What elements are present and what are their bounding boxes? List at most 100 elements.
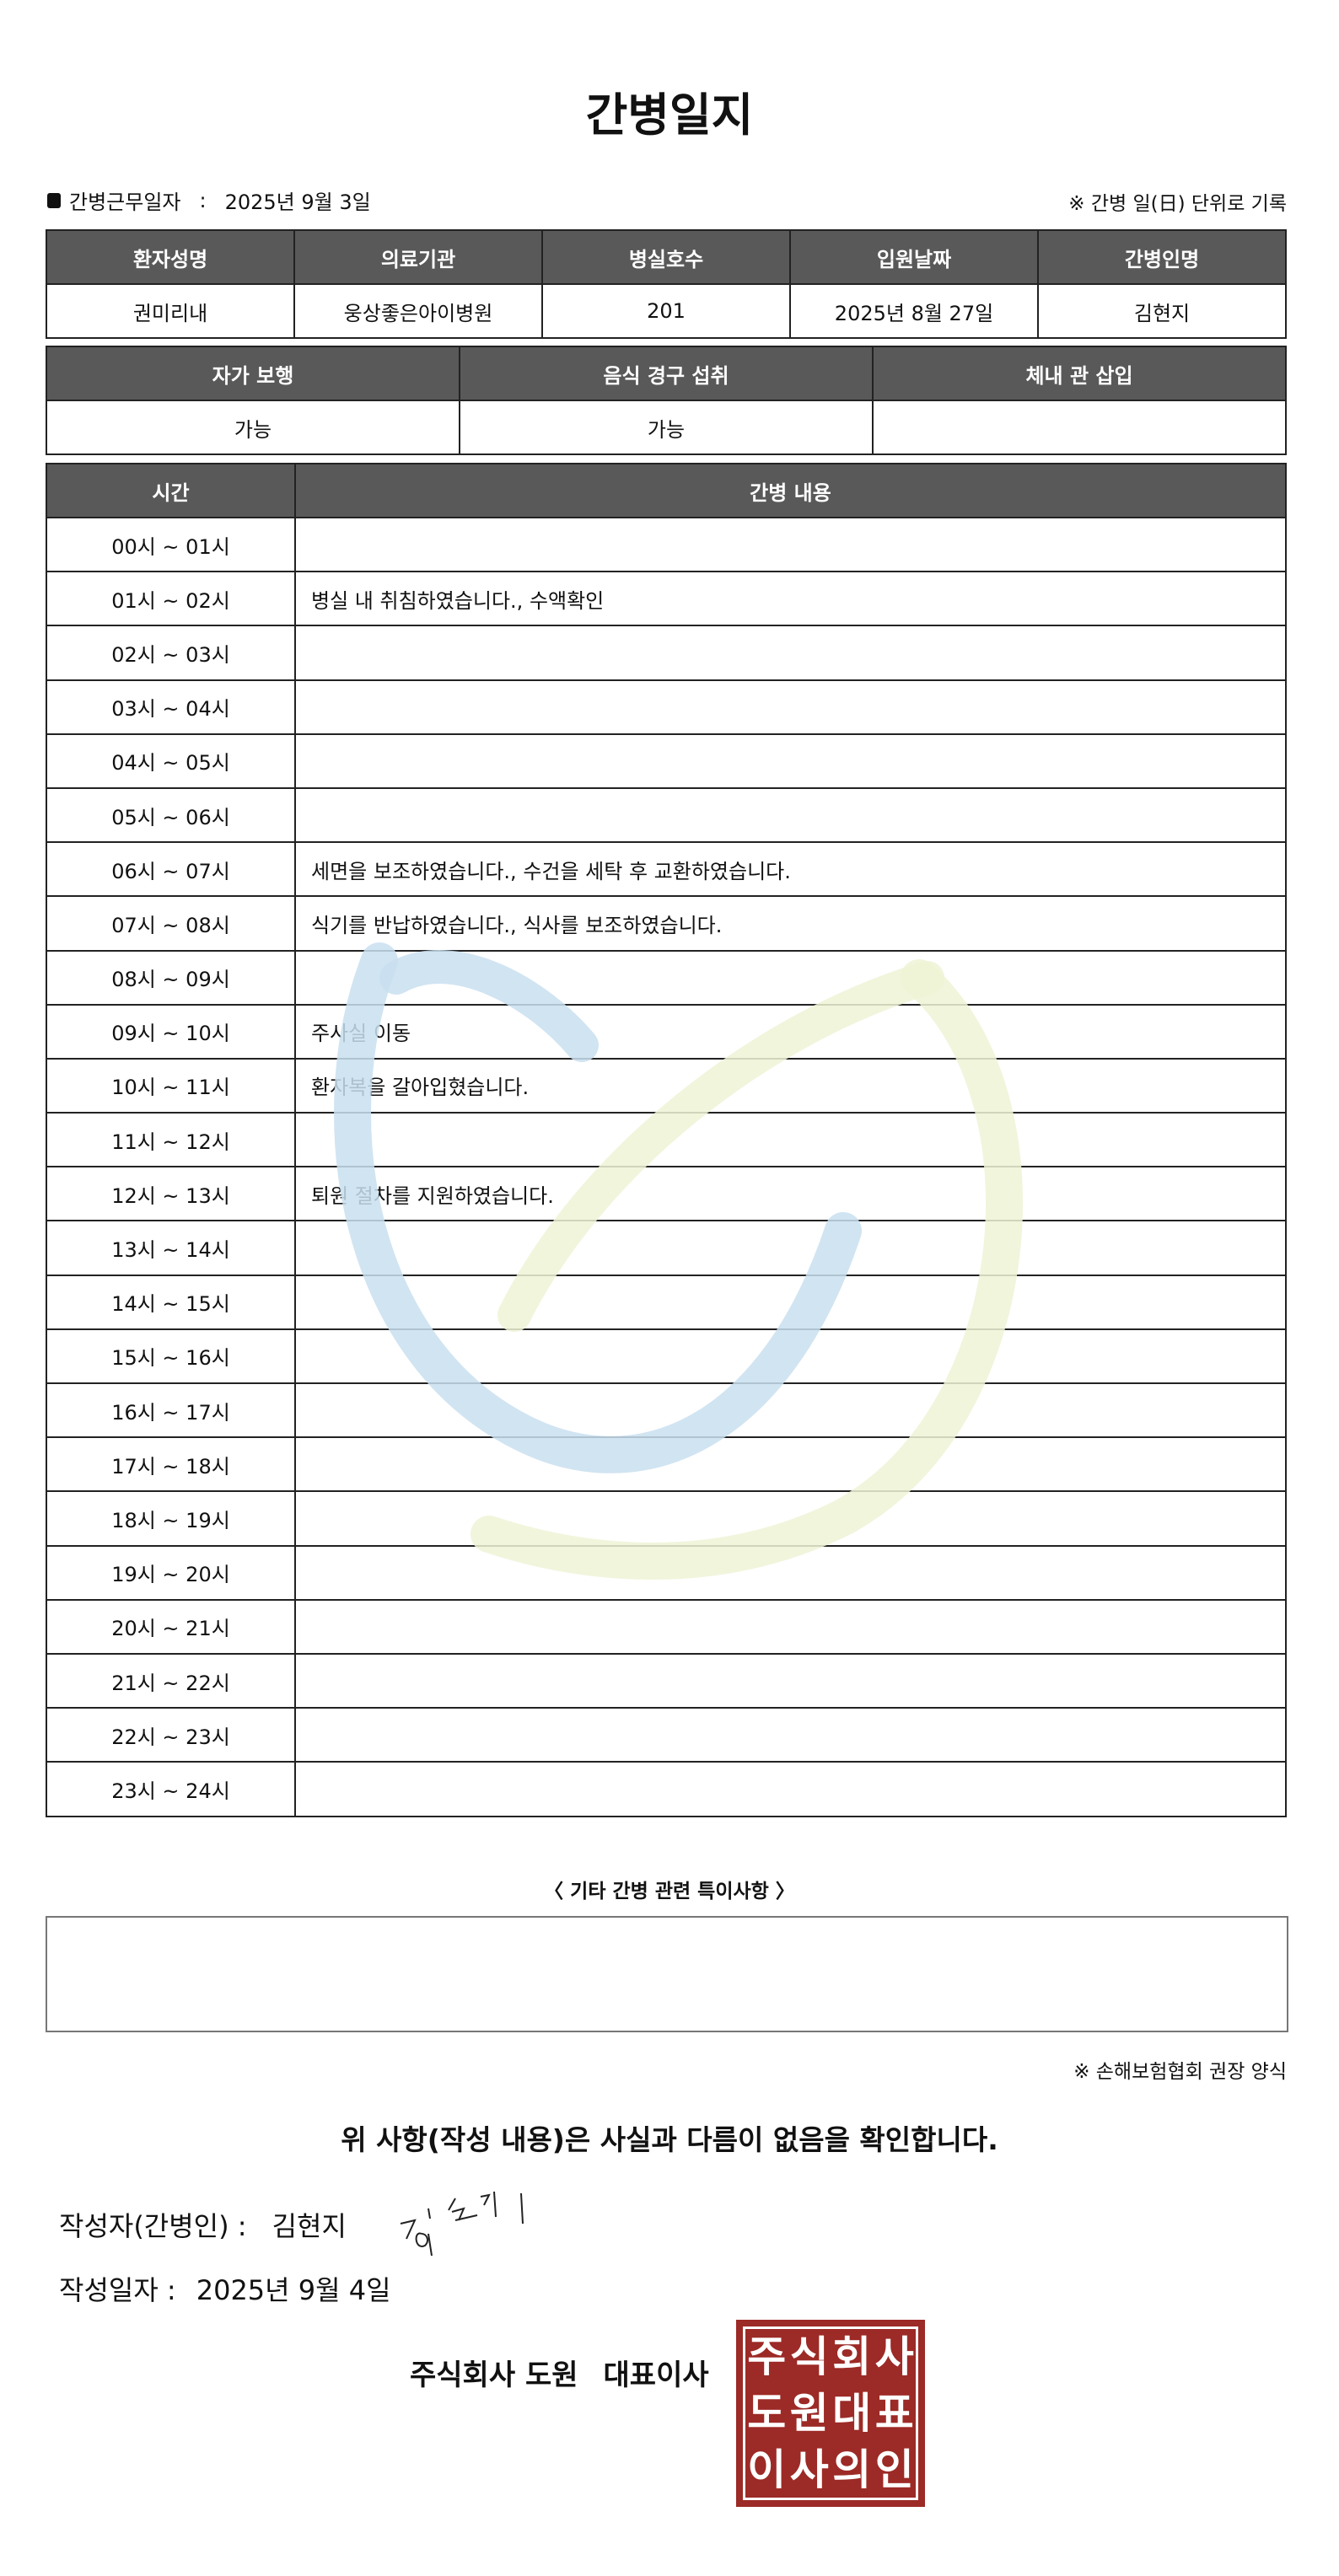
care-content — [294, 679, 1287, 735]
association-note: ※ 손해보험협회 권장 양식 — [1073, 2061, 1287, 2083]
time-slot: 09시 ~ 10시 — [46, 1003, 296, 1060]
time-slot: 22시 ~ 23시 — [46, 1707, 296, 1763]
table-row: 08시 ~ 09시 — [46, 949, 1287, 1006]
table-row: 22시 ~ 23시 — [46, 1707, 1287, 1763]
header-cell: 간병 내용 — [294, 463, 1287, 518]
header-cell: 음식 경구 섭취 — [459, 346, 874, 401]
header-cell: 시간 — [46, 463, 296, 518]
written-date: 작성일자 : 2025년 9월 4일 — [59, 2269, 391, 2308]
care-content — [294, 1112, 1287, 1168]
table-row: 04시 ~ 05시 — [46, 733, 1287, 789]
stamp-glyph: 표 — [874, 2388, 914, 2438]
care-content: 주사실 이동 — [294, 1003, 1287, 1060]
table-row: 02시 ~ 03시 — [46, 625, 1287, 681]
confirmation-statement: 위 사항(작성 내용)은 사실과 다름이 없음을 확인합니다. — [341, 2123, 998, 2156]
table-row: 14시 ~ 15시 — [46, 1274, 1287, 1330]
table-row: 13시 ~ 14시 — [46, 1220, 1287, 1276]
table-row: 21시 ~ 22시 — [46, 1652, 1287, 1709]
writer-label: 작성자(간병인) : — [59, 2210, 247, 2242]
time-slot: 04시 ~ 05시 — [46, 733, 296, 789]
caregiver-name: 김현지 — [1037, 283, 1287, 339]
table-row: 19시 ~ 20시 — [46, 1544, 1287, 1601]
table-row: 09시 ~ 10시 주사실 이동 — [46, 1003, 1287, 1060]
table-row: 12시 ~ 13시 퇴원 절차를 지원하였습니다. — [46, 1166, 1287, 1222]
special-notes-box — [46, 1916, 1288, 2032]
time-slot: 23시 ~ 24시 — [46, 1761, 296, 1817]
table-row: 00시 ~ 01시 — [46, 516, 1287, 573]
company-title: 대표이사 — [603, 2359, 709, 2392]
table-row: 20시 ~ 21시 — [46, 1598, 1287, 1655]
writer-name: 김현지 — [272, 2210, 347, 2242]
care-content: 병실 내 취침하였습니다., 수액확인 — [294, 571, 1287, 627]
hospital: 웅상좋은아이병원 — [293, 283, 543, 339]
handwritten-signature — [400, 2191, 524, 2257]
time-slot: 03시 ~ 04시 — [46, 679, 296, 735]
time-slot: 11시 ~ 12시 — [46, 1112, 296, 1168]
stamp-glyph: 이 — [747, 2445, 787, 2494]
header-cell: 병실호수 — [541, 229, 791, 285]
patient-status-table: 자가 보행 음식 경구 섭취 체내 관 삽입 가능 가능 — [46, 346, 1287, 455]
work-date: 간병근무일자 : 2025년 9월 3일 — [47, 185, 371, 215]
table-row: 03시 ~ 04시 — [46, 679, 1287, 735]
care-content — [294, 1220, 1287, 1276]
stamp-glyph: 회 — [832, 2332, 872, 2382]
care-content — [294, 1328, 1287, 1385]
care-content — [294, 1598, 1287, 1655]
time-slot: 13시 ~ 14시 — [46, 1220, 296, 1276]
time-slot: 08시 ~ 09시 — [46, 949, 296, 1006]
time-slot: 10시 ~ 11시 — [46, 1057, 296, 1114]
care-content — [294, 1490, 1287, 1547]
time-slot: 18시 ~ 19시 — [46, 1490, 296, 1547]
time-slot: 05시 ~ 06시 — [46, 786, 296, 844]
time-slot: 16시 ~ 17시 — [46, 1382, 296, 1439]
time-slot: 00시 ~ 01시 — [46, 516, 296, 573]
time-slot: 06시 ~ 07시 — [46, 841, 296, 898]
care-content — [294, 1382, 1287, 1439]
header-cell: 의료기관 — [293, 229, 543, 285]
care-content — [294, 949, 1287, 1006]
care-content — [294, 1544, 1287, 1601]
care-content — [294, 1707, 1287, 1763]
header-cell: 간병인명 — [1037, 229, 1287, 285]
stamp-glyph: 의 — [832, 2445, 872, 2494]
time-slot: 20시 ~ 21시 — [46, 1598, 296, 1655]
table-row: 11시 ~ 12시 — [46, 1112, 1287, 1168]
table-row: 10시 ~ 11시 환자복을 갈아입혔습니다. — [46, 1057, 1287, 1114]
stamp-glyph: 주 — [747, 2332, 787, 2382]
care-content — [294, 786, 1287, 844]
company-name: 주식회사 도원 — [410, 2359, 578, 2392]
patient-name: 권미리내 — [46, 283, 295, 339]
header-cell: 체내 관 삽입 — [872, 346, 1287, 401]
written-date-value: 2025년 9월 4일 — [196, 2274, 391, 2306]
header-cell: 환자성명 — [46, 229, 295, 285]
stamp-glyph: 사 — [874, 2332, 914, 2382]
oral-intake: 가능 — [459, 400, 874, 455]
table-row: 07시 ~ 08시 식기를 반납하였습니다., 식사를 보조하였습니다. — [46, 895, 1287, 952]
time-slot: 19시 ~ 20시 — [46, 1544, 296, 1601]
table-row: 18시 ~ 19시 — [46, 1490, 1287, 1547]
care-content — [294, 733, 1287, 789]
time-slot: 07시 ~ 08시 — [46, 895, 296, 952]
company-signature: 주식회사 도원 대표이사 — [410, 2352, 709, 2393]
written-date-label: 작성일자 : — [59, 2274, 176, 2306]
special-notes-label: 〈 기타 간병 관련 특이사항 〉 — [544, 1881, 795, 1902]
work-date-separator: : — [199, 188, 207, 212]
time-slot: 15시 ~ 16시 — [46, 1328, 296, 1385]
time-slot: 01시 ~ 02시 — [46, 571, 296, 627]
care-content — [294, 516, 1287, 573]
writer: 작성자(간병인) : 김현지 — [59, 2205, 347, 2244]
care-content — [294, 1652, 1287, 1709]
stamp-glyph: 대 — [832, 2388, 872, 2438]
work-date-label: 간병근무일자 — [69, 191, 181, 214]
time-slot: 17시 ~ 18시 — [46, 1436, 296, 1493]
care-content — [294, 1436, 1287, 1493]
table-row: 05시 ~ 06시 — [46, 786, 1287, 844]
work-date-value: 2025년 9월 3일 — [224, 191, 371, 214]
patient-info-table: 환자성명 의료기관 병실호수 입원날짜 간병인명 권미리내 웅상좋은아이병원 2… — [46, 229, 1287, 339]
admission-date: 2025년 8월 27일 — [789, 283, 1039, 339]
table-row: 17시 ~ 18시 — [46, 1436, 1287, 1493]
square-bullet-icon — [47, 192, 61, 208]
care-content — [294, 625, 1287, 681]
